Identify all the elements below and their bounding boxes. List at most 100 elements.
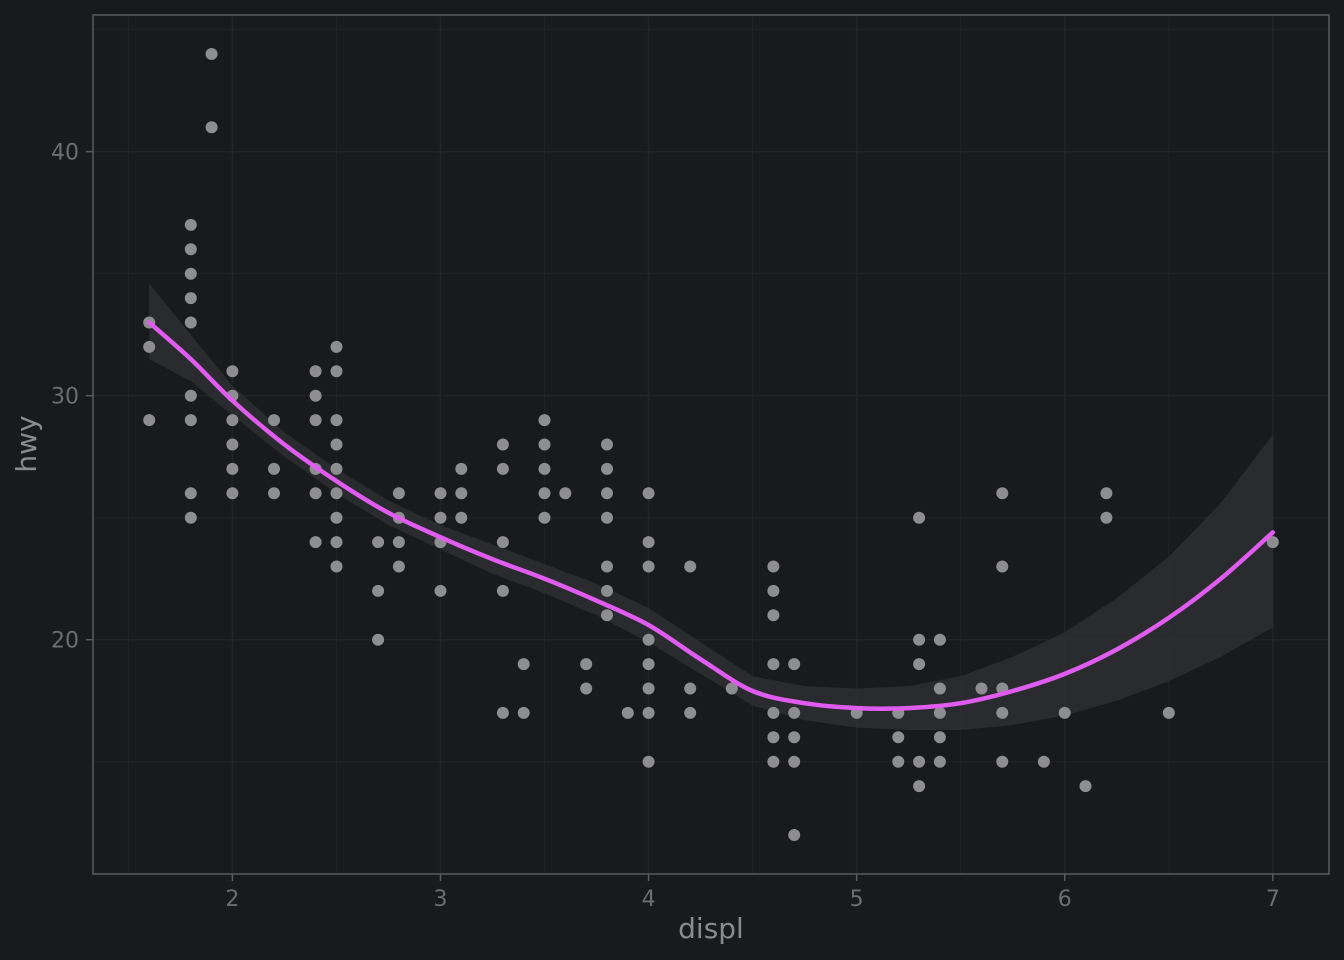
data-point bbox=[226, 487, 239, 500]
data-point bbox=[933, 706, 946, 719]
data-point bbox=[392, 536, 405, 549]
data-point bbox=[1162, 706, 1175, 719]
data-point bbox=[392, 487, 405, 500]
data-point bbox=[455, 462, 468, 475]
data-point bbox=[184, 487, 197, 500]
data-point bbox=[517, 706, 530, 719]
data-point bbox=[913, 511, 926, 524]
data-point bbox=[601, 511, 613, 524]
data-point bbox=[496, 438, 509, 451]
data-point bbox=[788, 658, 801, 671]
data-point bbox=[767, 706, 780, 719]
data-point bbox=[913, 658, 926, 671]
data-point bbox=[184, 243, 197, 256]
data-point bbox=[725, 682, 738, 695]
data-point bbox=[268, 487, 280, 500]
data-point bbox=[913, 755, 926, 768]
data-point bbox=[1100, 487, 1113, 500]
data-point bbox=[601, 487, 613, 500]
data-point bbox=[933, 755, 946, 768]
data-point bbox=[330, 487, 343, 500]
data-point bbox=[205, 121, 218, 134]
data-point bbox=[434, 487, 447, 500]
x-tick-label: 4 bbox=[642, 887, 656, 912]
axes: 2 3 4 5 6 7 20 30 40 bbox=[51, 141, 1280, 912]
data-point bbox=[933, 633, 946, 646]
data-point bbox=[330, 365, 343, 378]
data-point bbox=[621, 706, 634, 719]
data-point bbox=[309, 536, 322, 549]
panel-border bbox=[92, 14, 1330, 875]
data-point bbox=[226, 462, 239, 475]
data-point bbox=[996, 755, 1009, 768]
x-tick-label: 2 bbox=[225, 887, 239, 912]
data-point bbox=[496, 536, 509, 549]
data-point bbox=[226, 438, 239, 451]
y-tick-label: 40 bbox=[51, 141, 79, 166]
data-point bbox=[372, 633, 385, 646]
data-point bbox=[392, 560, 405, 573]
data-point bbox=[788, 731, 801, 744]
data-point bbox=[538, 462, 551, 475]
data-point bbox=[184, 511, 197, 524]
data-point bbox=[143, 414, 156, 427]
data-point bbox=[601, 462, 613, 475]
x-tick-label: 5 bbox=[850, 887, 864, 912]
data-point bbox=[642, 706, 655, 719]
data-point bbox=[559, 487, 572, 500]
data-point bbox=[580, 658, 593, 671]
data-point bbox=[434, 511, 447, 524]
data-point bbox=[330, 462, 343, 475]
y-tick-label: 20 bbox=[51, 629, 79, 654]
data-point bbox=[268, 462, 280, 475]
data-point bbox=[767, 658, 780, 671]
data-point bbox=[309, 365, 322, 378]
data-point bbox=[892, 731, 905, 744]
data-points bbox=[143, 48, 1279, 841]
data-point bbox=[1058, 706, 1071, 719]
data-point bbox=[309, 389, 322, 402]
smooth-line-group bbox=[146, 320, 1276, 711]
data-point bbox=[788, 706, 801, 719]
x-tick-label: 7 bbox=[1266, 887, 1280, 912]
data-point bbox=[767, 609, 780, 622]
data-point bbox=[975, 682, 988, 695]
x-tick-label: 6 bbox=[1058, 887, 1072, 912]
data-point bbox=[455, 487, 468, 500]
y-tick-label: 30 bbox=[51, 385, 79, 410]
data-point bbox=[184, 218, 197, 231]
data-point bbox=[601, 560, 613, 573]
grid-lines bbox=[93, 15, 1329, 874]
data-point bbox=[642, 682, 655, 695]
data-point bbox=[642, 560, 655, 573]
data-point bbox=[496, 462, 509, 475]
data-point bbox=[538, 438, 551, 451]
data-point bbox=[601, 438, 613, 451]
smooth-line bbox=[146, 320, 1276, 711]
data-point bbox=[913, 633, 926, 646]
data-point bbox=[268, 414, 280, 427]
x-axis-title: displ bbox=[678, 912, 744, 945]
data-point bbox=[184, 389, 197, 402]
data-point bbox=[330, 414, 343, 427]
data-point bbox=[496, 706, 509, 719]
data-point bbox=[226, 365, 239, 378]
data-point bbox=[205, 48, 218, 60]
data-point bbox=[309, 487, 322, 500]
data-point bbox=[642, 658, 655, 671]
data-point bbox=[455, 511, 468, 524]
data-point bbox=[767, 584, 780, 597]
data-point bbox=[1266, 536, 1279, 549]
data-point bbox=[767, 731, 780, 744]
data-point bbox=[330, 340, 343, 353]
data-point bbox=[788, 829, 801, 841]
data-point bbox=[538, 414, 551, 427]
data-point bbox=[1037, 755, 1050, 768]
data-point bbox=[330, 560, 343, 573]
y-axis-title: hwy bbox=[10, 415, 43, 472]
data-point bbox=[330, 438, 343, 451]
data-point bbox=[788, 755, 801, 768]
data-point bbox=[996, 560, 1009, 573]
